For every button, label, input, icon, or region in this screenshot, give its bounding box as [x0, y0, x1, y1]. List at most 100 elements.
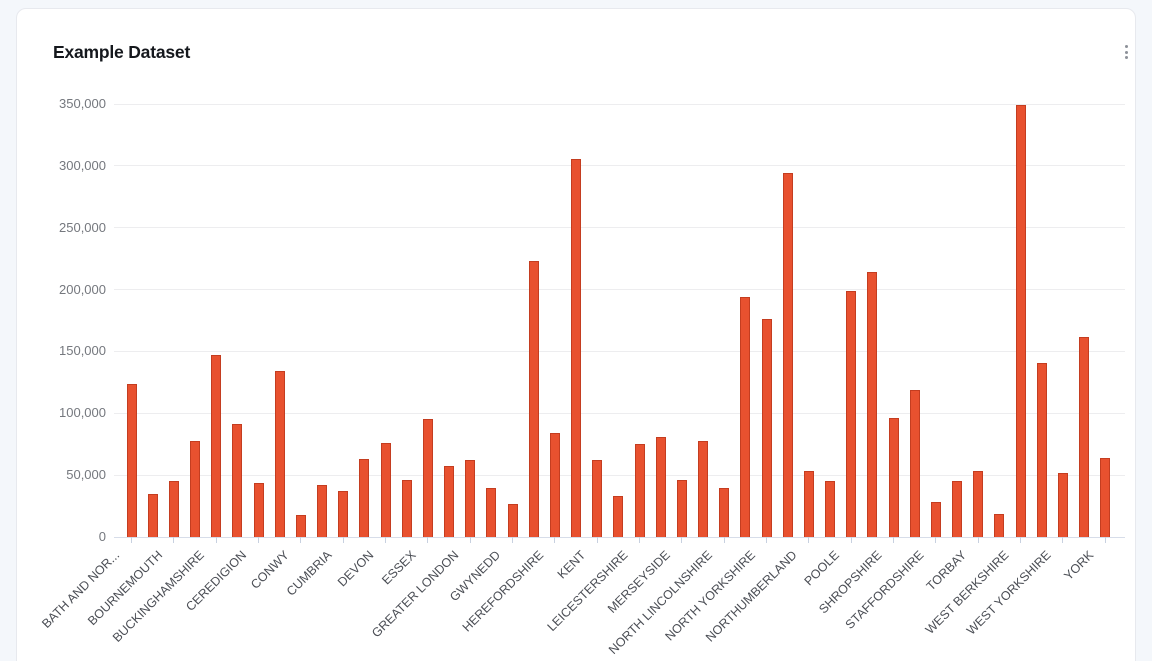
x-axis-tick	[766, 537, 768, 543]
x-axis-label: BATH AND NOR...	[39, 548, 123, 631]
x-axis-tick	[173, 537, 175, 543]
x-axis-label: POOLE	[801, 548, 843, 589]
bar-unlabeled-21[interactable]	[571, 159, 582, 537]
bar-unlabeled-37[interactable]	[909, 389, 920, 537]
x-axis-label: STAFFORDSHIRE	[842, 548, 927, 632]
x-axis-label: HEREFORDSHIRE	[459, 548, 546, 635]
bar-shropshire[interactable]	[888, 417, 899, 537]
bar-unlabeled-31[interactable]	[782, 173, 793, 537]
bar-unlabeled-13[interactable]	[401, 480, 412, 537]
bar-unlabeled-33[interactable]	[825, 480, 836, 537]
bar-herefordshire[interactable]	[549, 433, 560, 537]
x-axis-label: DEVON	[335, 548, 377, 590]
bar-unlabeled-3[interactable]	[190, 440, 200, 537]
x-axis-label: ESSEX	[379, 548, 419, 588]
bar-unlabeled-17[interactable]	[486, 487, 497, 537]
x-axis-label: YORK	[1061, 548, 1097, 583]
x-axis-tick	[1062, 537, 1064, 543]
bar-cumbria[interactable]	[338, 491, 349, 537]
y-gridline	[114, 412, 1125, 414]
x-axis-tick	[131, 537, 132, 543]
bar-unlabeled-27[interactable]	[698, 441, 709, 537]
bar-unlabeled-11[interactable]	[359, 459, 370, 537]
bar-leicestershire[interactable]	[634, 444, 645, 537]
y-gridline	[114, 289, 1125, 291]
bar-kent[interactable]	[592, 459, 603, 537]
bar-west-berkshire[interactable]	[1015, 104, 1026, 537]
bar-unlabeled-1[interactable]	[147, 493, 158, 537]
y-gridline	[114, 350, 1125, 352]
bar-northumberland[interactable]	[803, 470, 814, 537]
y-axis-tick-label: 250,000	[59, 219, 106, 235]
bar-unlabeled-41[interactable]	[994, 514, 1005, 537]
bar-unlabeled-35[interactable]	[867, 272, 878, 537]
x-axis-tick	[596, 537, 598, 543]
chart-title: Example Dataset	[53, 42, 191, 62]
bar-unlabeled-9[interactable]	[317, 485, 328, 537]
x-axis-tick	[850, 537, 852, 543]
x-axis-tick	[639, 537, 641, 543]
y-gridline	[114, 165, 1125, 167]
x-axis-tick	[1104, 537, 1106, 543]
x-axis-tick	[977, 537, 979, 543]
bar-unlabeled-5[interactable]	[232, 424, 243, 537]
y-axis-tick-label: 50,000	[66, 467, 106, 483]
bar-bournemouth[interactable]	[168, 481, 179, 537]
x-axis-label: CONWY	[247, 548, 292, 592]
bar-west-yorkshire[interactable]	[1057, 472, 1068, 537]
kebab-menu-icon	[1124, 45, 1128, 59]
bar-essex[interactable]	[422, 419, 433, 537]
x-axis-label: KENT	[554, 548, 589, 582]
x-axis-tick	[893, 537, 895, 543]
bar-unlabeled-7[interactable]	[274, 371, 285, 537]
y-gridline	[114, 474, 1125, 476]
y-gridline	[114, 227, 1125, 229]
bar-unlabeled-39[interactable]	[952, 480, 963, 537]
y-axis-tick-label: 150,000	[59, 343, 106, 359]
bar-unlabeled-25[interactable]	[655, 436, 666, 537]
bar-york[interactable]	[1100, 458, 1111, 537]
bar-unlabeled-23[interactable]	[613, 496, 624, 537]
bar-merseyside[interactable]	[676, 480, 687, 537]
x-axis-tick	[215, 537, 217, 543]
bar-torbay[interactable]	[973, 471, 984, 537]
bar-gwynedd[interactable]	[507, 503, 518, 537]
bar-conwy[interactable]	[295, 514, 306, 537]
y-axis-tick-label: 100,000	[59, 405, 106, 421]
bar-unlabeled-43[interactable]	[1036, 362, 1047, 537]
x-axis-label: BOURNEMOUTH	[84, 548, 165, 629]
bar-unlabeled-45[interactable]	[1079, 337, 1090, 537]
x-axis-label: WEST YORKSHIRE	[964, 548, 1054, 638]
chart-options-button[interactable]	[1113, 39, 1139, 65]
bar-unlabeled-15[interactable]	[444, 466, 455, 537]
bar-staffordshire[interactable]	[930, 502, 941, 537]
x-axis-tick	[1020, 537, 1022, 543]
x-axis-tick	[469, 537, 471, 543]
bar-ceredigion[interactable]	[253, 482, 264, 537]
x-axis-tick	[300, 537, 302, 543]
x-axis-tick	[935, 537, 937, 543]
y-axis-tick-label: 0	[98, 529, 106, 544]
chart-card: Example Dataset 0 50,000 100,000 150,000 200…	[16, 8, 1136, 661]
x-axis-line	[114, 536, 1125, 538]
x-axis-tick	[808, 537, 810, 543]
bar-bath-and-nor[interactable]	[126, 383, 137, 537]
x-axis-tick	[681, 537, 683, 543]
x-axis-label: LEICESTERSHIRE	[544, 548, 631, 635]
bar-north-yorkshire[interactable]	[761, 319, 772, 537]
bar-devon[interactable]	[380, 442, 391, 537]
bar-north-lincolnshire[interactable]	[719, 488, 730, 537]
x-axis-label: CUMBRIA	[283, 548, 335, 599]
y-axis-tick-label: 200,000	[59, 281, 106, 297]
x-axis-tick	[554, 537, 556, 543]
bar-poole[interactable]	[846, 290, 857, 537]
bar-unlabeled-19[interactable]	[528, 261, 539, 537]
y-gridline	[114, 103, 1125, 105]
x-axis-tick	[342, 537, 344, 543]
y-axis-tick-label: 300,000	[59, 157, 106, 173]
bar-buckinghamshire[interactable]	[211, 354, 222, 537]
x-axis-tick	[723, 537, 725, 543]
bar-unlabeled-29[interactable]	[740, 296, 751, 537]
bar-greater-london[interactable]	[465, 459, 476, 537]
